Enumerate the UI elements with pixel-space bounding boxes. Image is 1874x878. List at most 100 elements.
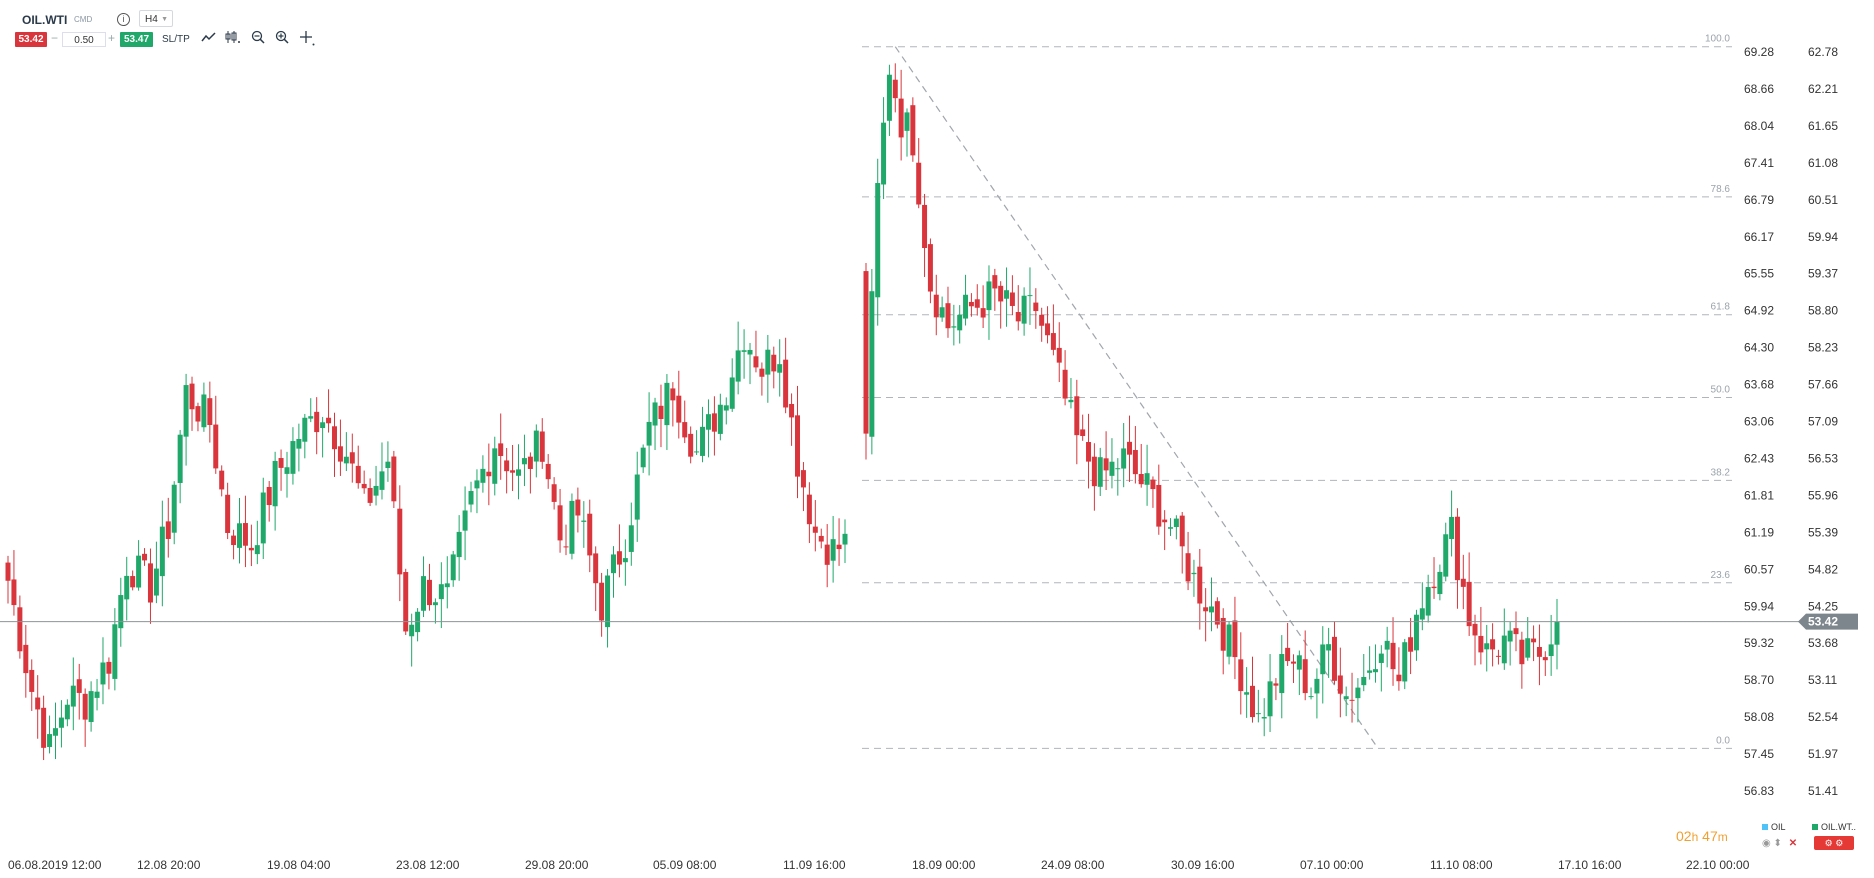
candle: [652, 397, 658, 450]
candle: [898, 69, 904, 161]
candle-body: [1331, 636, 1337, 681]
candle-body: [47, 734, 53, 747]
candle: [1191, 559, 1197, 597]
candle: [35, 675, 41, 739]
candle: [1220, 608, 1226, 675]
candle: [1542, 651, 1548, 676]
line-chart-icon[interactable]: [200, 30, 218, 48]
candle: [88, 681, 94, 732]
zoom-in-icon[interactable]: [273, 30, 291, 48]
candle-body: [1074, 396, 1080, 436]
candle-body: [963, 294, 969, 319]
candle-body: [165, 521, 171, 539]
zoom-out-icon[interactable]: [249, 30, 267, 48]
candle-body: [456, 531, 462, 558]
candle: [711, 396, 717, 456]
candle: [1525, 617, 1531, 661]
candle-body: [1232, 620, 1238, 658]
volume-decrease-button[interactable]: −: [51, 31, 59, 45]
candle-body: [462, 510, 468, 531]
candle-body: [777, 364, 783, 373]
legend-item-oil-wti[interactable]: OIL.WT..: [1812, 822, 1856, 832]
candle: [142, 548, 148, 566]
chevron-down-icon: ▼: [161, 16, 168, 23]
candle-body: [1384, 640, 1390, 650]
candle: [658, 384, 664, 448]
candle-body: [1068, 399, 1074, 403]
sltp-button[interactable]: SL/TP: [162, 34, 190, 45]
candle: [1121, 423, 1127, 488]
candle-body: [1220, 617, 1226, 651]
fibonacci-retracement[interactable]: 100.0 78.6 61.8 50.0 38.2 23.6 0.0: [862, 34, 1732, 749]
candle: [130, 570, 136, 591]
candle: [587, 499, 593, 573]
candle: [664, 374, 670, 450]
candle-body: [569, 500, 575, 554]
crosshair-icon[interactable]: [298, 30, 316, 48]
candle-body: [747, 349, 753, 355]
candle-body: [800, 470, 806, 488]
reorder-arrows-icon[interactable]: ⬍: [1773, 838, 1782, 849]
y-axis-inner-tick: 61.19: [1744, 525, 1774, 539]
trend-line[interactable]: [894, 46, 1379, 749]
candle: [800, 462, 806, 512]
candle: [717, 393, 723, 441]
candle: [1197, 548, 1203, 630]
candle: [557, 488, 563, 553]
candle: [1402, 638, 1408, 690]
candle-body: [1173, 518, 1179, 528]
candle: [147, 548, 153, 624]
y-axis-inner-tick: 68.04: [1744, 119, 1774, 133]
y-axis-inner-tick: 62.43: [1744, 451, 1774, 465]
candle: [1437, 564, 1443, 601]
y-axis-inner-tick: 59.94: [1744, 599, 1774, 613]
info-icon[interactable]: i: [117, 13, 130, 26]
candle-body: [23, 644, 29, 674]
candle: [326, 389, 332, 433]
candle-body: [527, 456, 533, 469]
candle: [337, 419, 343, 476]
legend-item-oil[interactable]: OIL: [1762, 822, 1786, 832]
candle-body: [213, 424, 219, 469]
x-axis-tick: 18.09 00:00: [912, 858, 976, 872]
candle-body: [927, 244, 933, 292]
legend-settings-button[interactable]: ⚙ ⚙: [1814, 836, 1854, 850]
y-axis-inner-tick: 61.81: [1744, 488, 1774, 502]
candle: [254, 520, 260, 565]
candle-body: [1285, 647, 1291, 662]
close-icon[interactable]: ✕: [1788, 838, 1798, 849]
eye-icon[interactable]: ◉: [1762, 838, 1771, 849]
candle: [581, 501, 587, 548]
candle: [1127, 415, 1133, 482]
symbol-label[interactable]: OIL.WTI: [22, 13, 68, 27]
sell-button[interactable]: 53.42: [15, 32, 47, 47]
timeframe-select[interactable]: H4 ▼: [139, 10, 173, 27]
candle: [1367, 646, 1373, 680]
candle-body: [968, 301, 974, 307]
candle-body: [76, 679, 82, 693]
candle-body: [171, 484, 177, 533]
candle: [777, 339, 783, 397]
candle: [260, 477, 266, 559]
candle: [824, 524, 830, 588]
y-axis-inner-tick: 63.06: [1744, 415, 1774, 429]
candle: [231, 529, 237, 560]
buy-button[interactable]: 53.47: [120, 32, 153, 47]
y-axis-inner-tick: 66.79: [1744, 193, 1774, 207]
candle: [992, 268, 998, 311]
volume-input[interactable]: 0.50: [62, 32, 106, 47]
candle-body: [957, 314, 963, 331]
candle-body: [1548, 644, 1554, 657]
candle: [510, 445, 516, 492]
volume-increase-button[interactable]: +: [108, 31, 116, 45]
y-axis-outer-tick: 55.39: [1808, 525, 1838, 539]
y-axis-outer-tick: 61.08: [1808, 156, 1838, 170]
current-price-badge: [1798, 613, 1858, 630]
legend-controls: ◉ ⬍ ✕: [1762, 838, 1797, 849]
candle-body: [539, 431, 545, 462]
candle-body: [628, 525, 634, 552]
candle-type-icon[interactable]: [224, 30, 242, 48]
candle: [1185, 531, 1191, 591]
candle-body: [1197, 566, 1203, 604]
